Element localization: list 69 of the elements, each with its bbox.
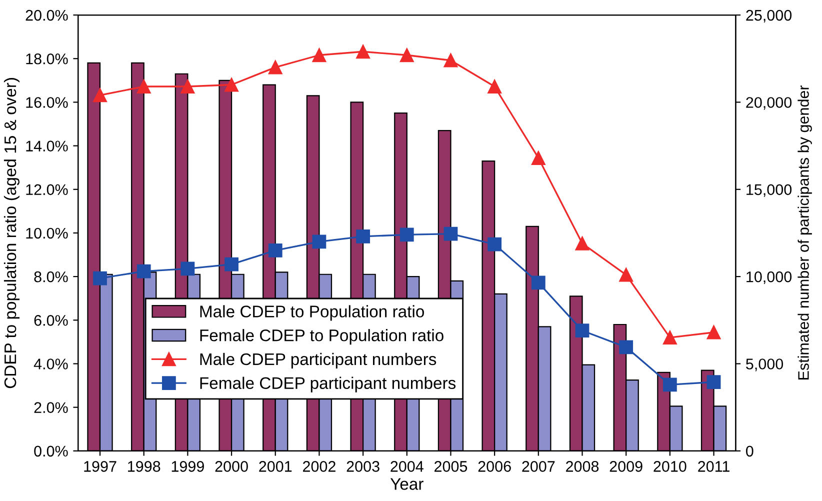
point: [662, 378, 677, 392]
point: [706, 325, 721, 340]
point: [224, 257, 238, 272]
point: [136, 264, 151, 278]
y-tick-label: 12.0%: [26, 184, 68, 196]
y-tick-label: 4.0%: [34, 358, 68, 370]
point: [93, 88, 107, 102]
point: [531, 151, 546, 165]
point: [488, 237, 502, 252]
y-tick-label: 20.0%: [26, 10, 68, 21]
y2-tick-label: 0: [746, 446, 754, 457]
point: [619, 268, 634, 282]
y2-axis-title: Estimated number of participants by gender: [798, 85, 812, 380]
legend-label: Male CDEP participant numbers: [200, 352, 436, 368]
point: [706, 375, 721, 389]
x-tick-label: 2003: [346, 461, 380, 472]
y-tick-label: 8.0%: [34, 271, 68, 282]
y2-tick-label: 5,000: [746, 358, 784, 372]
point: [400, 48, 414, 62]
x-tick-label: 2011: [698, 461, 730, 472]
x-tick-label: 2010: [654, 461, 686, 472]
x-tick-label: 2007: [522, 461, 555, 472]
x-tick-label: 1999: [172, 461, 204, 472]
point: [531, 276, 546, 290]
y2-tick-label: 15,000: [746, 184, 792, 197]
x-tick-label: 2006: [478, 461, 511, 472]
point: [444, 226, 458, 241]
point: [619, 340, 634, 354]
x-tick-label: 2000: [215, 461, 248, 472]
point: [180, 262, 195, 276]
y-tick-label: 2.0%: [34, 402, 68, 413]
x-tick-label: 2001: [259, 461, 292, 472]
point: [488, 80, 502, 94]
x-tick-label: 2004: [390, 461, 424, 472]
y-tick-label: 10.0%: [26, 228, 68, 239]
point: [356, 230, 370, 244]
y-tick-label: 18.0%: [26, 53, 68, 64]
point: [268, 243, 282, 258]
x-tick-label: 2002: [302, 461, 336, 472]
y-tick-label: 6.0%: [34, 315, 68, 326]
x-tick-label: 2005: [434, 461, 468, 472]
point: [312, 234, 326, 249]
point: [312, 48, 326, 62]
y-tick-label: 16.0%: [26, 97, 68, 108]
point: [575, 236, 590, 250]
x-tick-label: 1997: [84, 461, 116, 472]
point: [356, 44, 370, 59]
y-axis-title: CDEP to population ratio (aged 15 & over): [4, 78, 20, 388]
point: [268, 60, 282, 74]
legend-label: Male CDEP to Population ratio: [200, 305, 424, 321]
legend-label: Female CDEP to Population ratio: [200, 329, 444, 345]
point: [180, 80, 195, 94]
x-axis-title: Year: [390, 478, 424, 490]
point: [136, 80, 151, 94]
point: [575, 324, 590, 338]
x-tick-label: 2009: [610, 461, 642, 472]
legend-label: Female CDEP participant numbers: [200, 376, 456, 392]
y2-tick-label: 10,000: [746, 271, 792, 284]
point: [93, 271, 107, 286]
x-tick-label: 2008: [566, 461, 599, 472]
y-tick-label: 14.0%: [26, 140, 68, 152]
y-tick-label: 0.0%: [34, 446, 68, 457]
point: [444, 53, 458, 68]
point: [224, 78, 238, 92]
point: [662, 330, 677, 345]
y2-tick-label: 25,000: [746, 10, 792, 23]
x-tick-label: 1998: [128, 461, 160, 472]
y2-tick-label: 20,000: [746, 97, 792, 110]
point: [400, 228, 414, 242]
